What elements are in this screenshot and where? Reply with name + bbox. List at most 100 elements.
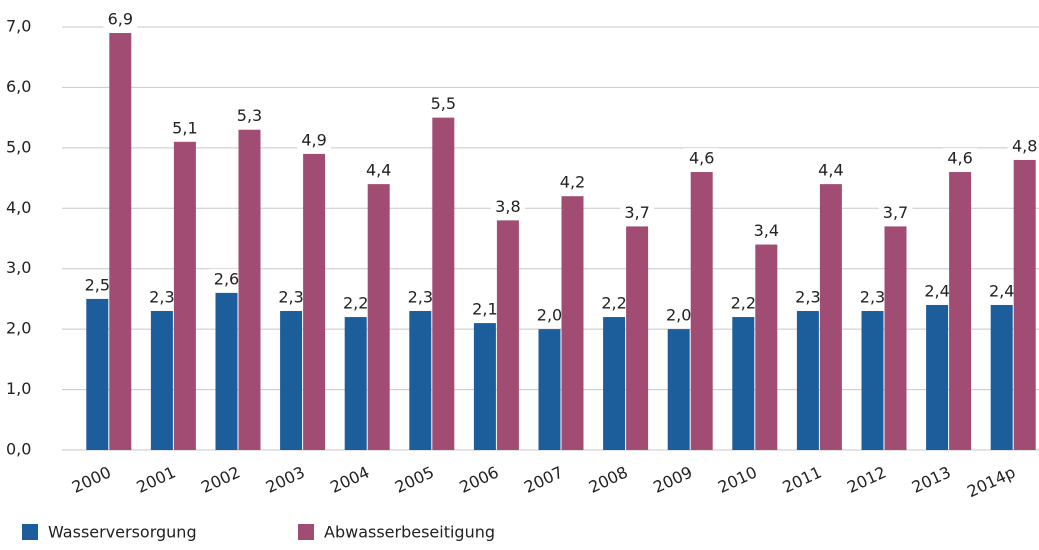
value-label: 2,3 [408,288,433,307]
y-tick-label: 6,0 [6,77,31,96]
label-bg [684,148,719,169]
value-label: 2,3 [149,288,174,307]
value-label: 2,0 [666,306,691,325]
bar [538,329,561,450]
label-bg [597,293,632,314]
bar [432,117,455,451]
bar [1013,159,1036,450]
bar [280,311,303,450]
x-tick-label: 2014p [964,462,1018,501]
bar [603,317,626,450]
bar [238,129,261,450]
x-tick-label: 2011 [780,462,825,496]
bar [367,184,390,450]
bar [949,172,972,450]
value-label: 4,4 [818,161,843,180]
bar [109,33,132,451]
value-label: 5,1 [172,118,197,137]
label-bg [813,160,848,181]
label-bg [555,172,590,193]
y-tick-label: 5,0 [6,137,31,156]
label-bg [232,105,267,126]
bar [86,298,109,450]
label-bg [1007,135,1039,156]
label-bg [209,268,244,289]
y-tick-label: 4,0 [6,198,31,217]
legend-swatch [22,524,38,540]
y-tick-label: 7,0 [6,17,31,36]
bar [990,304,1013,450]
x-tick-label: 2009 [650,462,695,496]
value-label: 4,4 [366,161,391,180]
bar [861,311,884,450]
label-bg [661,305,696,326]
bar [884,226,907,450]
label-bg [532,305,567,326]
value-label: 2,4 [924,281,949,300]
bar [409,311,432,450]
legend-swatch [298,524,314,540]
label-bg [943,148,978,169]
label-bg [920,280,955,301]
x-tick-label: 2003 [263,462,308,496]
x-tick-label: 2001 [134,462,179,496]
value-label: 2,6 [214,269,239,288]
label-bg [297,129,332,150]
value-label: 4,2 [560,173,585,192]
value-label: 2,0 [537,306,562,325]
label-bg [467,299,502,320]
label-bg [726,293,761,314]
label-bg [338,293,373,314]
bar [667,329,690,450]
bar [561,196,584,450]
value-label: 2,3 [278,288,303,307]
label-bg [274,287,309,308]
bar [173,141,196,451]
x-tick-label: 2000 [69,462,114,496]
value-label: 2,3 [795,288,820,307]
label-bg [490,196,525,217]
label-bg [167,117,202,138]
bar [732,317,755,450]
value-label: 4,9 [301,130,326,149]
value-label: 4,6 [947,149,972,168]
label-bg [144,287,179,308]
value-label: 2,3 [860,288,885,307]
bar [626,226,649,450]
bar [215,292,238,450]
label-bg [878,202,913,223]
bar [926,304,949,450]
value-label: 2,2 [601,294,626,313]
bar [150,311,173,450]
value-label: 5,3 [237,106,262,125]
label-bg [80,274,115,295]
bar [344,317,367,450]
value-label: 3,7 [883,203,908,222]
bar [690,172,713,450]
value-label: 2,2 [731,294,756,313]
legend-label: Wasserversorgung [48,523,197,542]
x-tick-label: 2006 [457,462,502,496]
value-label: 4,8 [1012,136,1037,155]
label-bg [103,9,138,30]
y-tick-label: 2,0 [6,319,31,338]
label-bg [855,287,890,308]
bar [303,153,326,450]
value-label: 5,5 [431,94,456,113]
value-label: 3,8 [495,197,520,216]
legend-label: Abwasserbeseitigung [324,523,495,542]
label-bg [361,160,396,181]
value-label: 3,7 [624,203,649,222]
y-tick-label: 0,0 [6,440,31,459]
value-label: 3,4 [754,221,779,240]
x-tick-label: 2008 [586,462,631,496]
label-bg [426,93,461,114]
value-label: 2,2 [343,294,368,313]
value-label: 2,4 [989,281,1014,300]
x-tick-label: 2013 [909,462,954,496]
y-tick-label: 3,0 [6,258,31,277]
label-bg [620,202,655,223]
label-bg [749,220,784,241]
x-tick-label: 2002 [198,462,243,496]
